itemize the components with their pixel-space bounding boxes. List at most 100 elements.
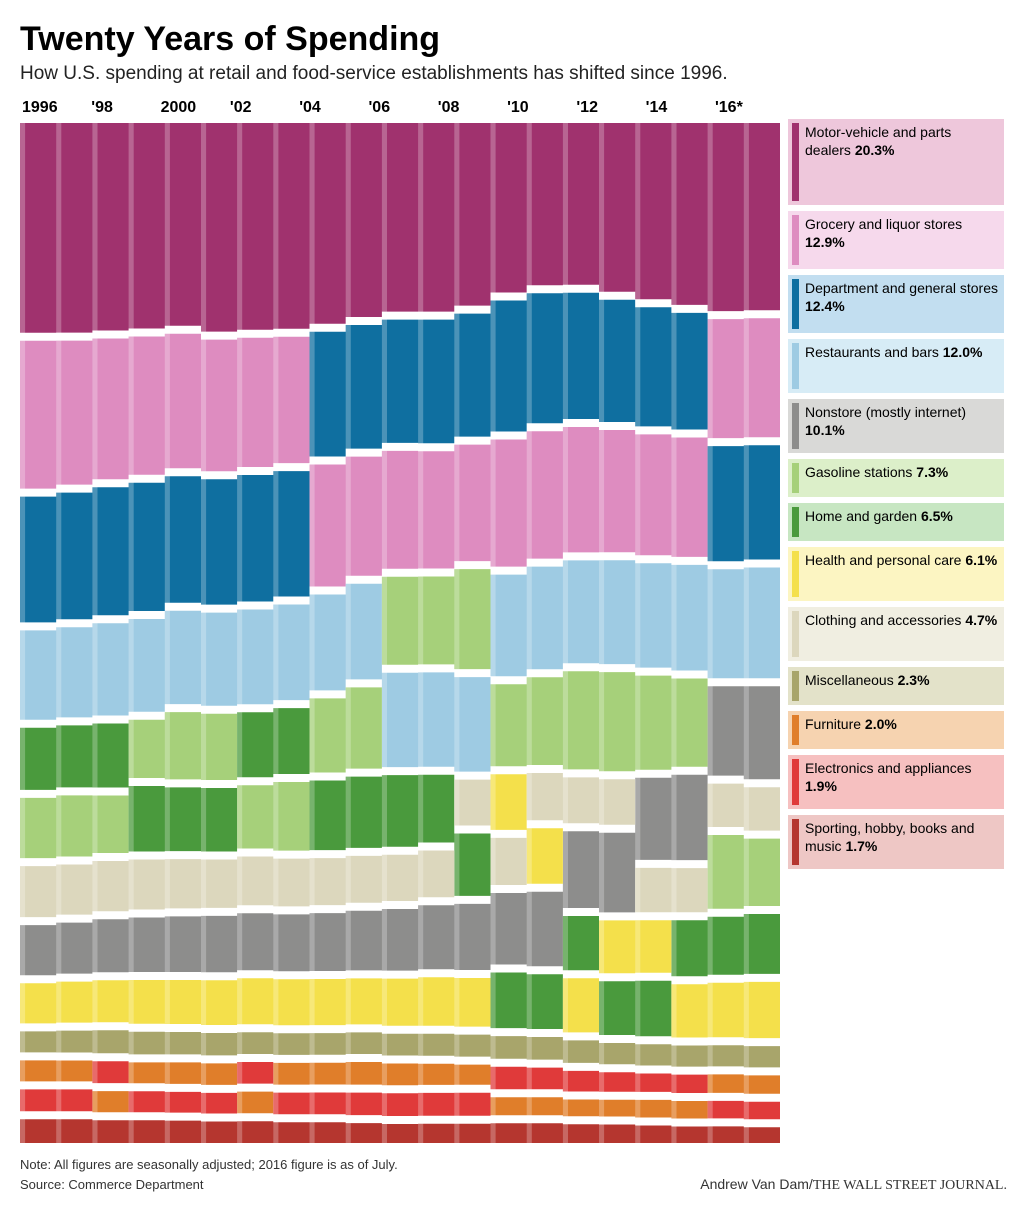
year-tick: '02 — [230, 99, 293, 117]
year-stripe — [56, 123, 61, 1143]
legend-swatch — [792, 507, 799, 537]
legend-item-grocery: Grocery and liquor stores 12.9% — [788, 211, 1004, 269]
legend-item-nonstore: Nonstore (mostly internet) 10.1% — [788, 399, 1004, 453]
year-stripe — [310, 123, 315, 1143]
year-stripe — [708, 123, 713, 1143]
legend-item-home: Home and garden 6.5% — [788, 503, 1004, 541]
legend-pct: 1.9% — [805, 778, 837, 794]
legend-label: Motor-vehicle and parts dealers 20.3% — [805, 123, 998, 159]
year-axis: 1996 '98 2000 '02 '04 '06 '08 '10 '12 '14 '16* — [20, 99, 780, 117]
legend-item-health: Health and personal care 6.1% — [788, 547, 1004, 601]
year-stripe — [201, 123, 206, 1143]
legend-label: Restaurants and bars 12.0% — [805, 343, 998, 361]
chart-footer: Note: All figures are seasonally adjuste… — [20, 1155, 1007, 1194]
year-tick: 2000 — [161, 99, 224, 117]
legend-label: Nonstore (mostly internet) 10.1% — [805, 403, 998, 439]
legend-pct: 20.3% — [855, 142, 895, 158]
legend-pct: 7.3% — [916, 464, 948, 480]
year-stripe — [20, 123, 25, 1143]
credit-publication: THE WALL STREET JOURNAL. — [813, 1178, 1007, 1193]
chart-container: Twenty Years of Spending How U.S. spendi… — [20, 20, 1007, 1194]
credit-author: Andrew Van Dam/ — [700, 1176, 813, 1192]
chart-subtitle: How U.S. spending at retail and food-ser… — [20, 63, 1007, 85]
legend-item-clothing: Clothing and accessories 4.7% — [788, 607, 1004, 661]
legend-label: Gasoline stations 7.3% — [805, 463, 998, 481]
year-tick: '10 — [507, 99, 570, 117]
legend-swatch — [792, 759, 799, 805]
year-stripe — [273, 123, 278, 1143]
legend-pct: 6.1% — [965, 552, 997, 568]
year-tick: '04 — [299, 99, 362, 117]
legend-swatch — [792, 611, 799, 657]
legend-swatch — [792, 551, 799, 597]
footer-credit: Andrew Van Dam/THE WALL STREET JOURNAL. — [700, 1176, 1007, 1194]
legend-swatch — [792, 215, 799, 265]
legend-item-gas: Gasoline stations 7.3% — [788, 459, 1004, 497]
year-stripe — [346, 123, 351, 1143]
year-stripe — [92, 123, 97, 1143]
legend-pct: 2.0% — [865, 716, 897, 732]
year-stripe — [454, 123, 459, 1143]
year-stripe — [491, 123, 496, 1143]
legend-pct: 12.4% — [805, 298, 845, 314]
year-stripe — [635, 123, 640, 1143]
legend-item-dept: Department and general stores 12.4% — [788, 275, 1004, 333]
legend-pct: 2.3% — [898, 672, 930, 688]
legend-label: Sporting, hobby, books and music 1.7% — [805, 819, 998, 855]
year-tick: '08 — [438, 99, 501, 117]
legend-item-furniture: Furniture 2.0% — [788, 711, 1004, 749]
year-stripe — [744, 123, 749, 1143]
legend-swatch — [792, 671, 799, 701]
legend-swatch — [792, 819, 799, 865]
legend-pct: 12.0% — [943, 344, 983, 360]
legend: Motor-vehicle and parts dealers 20.3% Gro… — [788, 99, 1004, 1143]
year-tick: '06 — [368, 99, 431, 117]
year-tick: '98 — [91, 99, 154, 117]
legend-label: Health and personal care 6.1% — [805, 551, 998, 569]
year-stripe — [418, 123, 423, 1143]
year-tick: '12 — [576, 99, 639, 117]
year-tick: '16* — [715, 99, 778, 117]
legend-item-electronics: Electronics and appliances 1.9% — [788, 755, 1004, 809]
legend-label: Department and general stores 12.4% — [805, 279, 998, 315]
legend-label: Furniture 2.0% — [805, 715, 998, 733]
legend-label: Clothing and accessories 4.7% — [805, 611, 998, 629]
bump-chart — [20, 123, 780, 1143]
legend-pct: 1.7% — [845, 838, 877, 854]
year-stripe — [237, 123, 242, 1143]
legend-label: Home and garden 6.5% — [805, 507, 998, 525]
legend-pct: 12.9% — [805, 234, 845, 250]
footer-note: Note: All figures are seasonally adjuste… — [20, 1155, 398, 1175]
legend-item-rest: Restaurants and bars 12.0% — [788, 339, 1004, 393]
legend-item-sporting: Sporting, hobby, books and music 1.7% — [788, 815, 1004, 869]
year-stripe — [563, 123, 568, 1143]
legend-swatch — [792, 463, 799, 493]
legend-pct: 6.5% — [921, 508, 953, 524]
year-stripe — [599, 123, 604, 1143]
year-stripe — [671, 123, 676, 1143]
series-motor — [20, 123, 780, 333]
legend-label: Electronics and appliances 1.9% — [805, 759, 998, 795]
footer-left: Note: All figures are seasonally adjuste… — [20, 1155, 398, 1194]
year-tick: 1996 — [22, 99, 85, 117]
legend-pct: 10.1% — [805, 422, 845, 438]
legend-swatch — [792, 343, 799, 389]
year-stripe — [527, 123, 532, 1143]
chart-wrapper: 1996 '98 2000 '02 '04 '06 '08 '10 '12 '14 '16* Mot… — [20, 99, 1007, 1143]
legend-label: Miscellaneous 2.3% — [805, 671, 998, 689]
legend-swatch — [792, 403, 799, 449]
legend-swatch — [792, 279, 799, 329]
year-tick: '14 — [646, 99, 709, 117]
year-stripe — [165, 123, 170, 1143]
legend-label: Grocery and liquor stores 12.9% — [805, 215, 998, 251]
legend-swatch — [792, 123, 799, 201]
year-stripe — [382, 123, 387, 1143]
chart-title: Twenty Years of Spending — [20, 20, 1007, 59]
series-sporting — [20, 1119, 780, 1143]
legend-item-misc: Miscellaneous 2.3% — [788, 667, 1004, 705]
year-stripe — [129, 123, 134, 1143]
legend-item-motor: Motor-vehicle and parts dealers 20.3% — [788, 119, 1004, 205]
legend-swatch — [792, 715, 799, 745]
footer-source: Source: Commerce Department — [20, 1175, 398, 1195]
legend-pct: 4.7% — [965, 612, 997, 628]
